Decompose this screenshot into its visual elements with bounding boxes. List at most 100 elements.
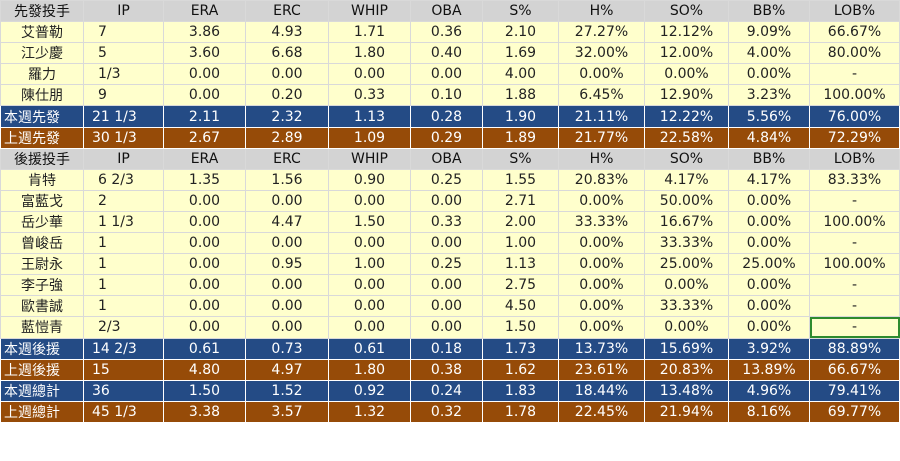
ip-cell[interactable]: 45 1/3: [83, 400, 164, 423]
whip-cell[interactable]: 1.00: [328, 253, 411, 276]
lob-pct-cell[interactable]: 76.00%: [809, 105, 900, 128]
oba-cell[interactable]: 0.00: [410, 274, 483, 297]
column-header-h-pct[interactable]: H%: [558, 0, 645, 23]
oba-cell[interactable]: 0.40: [410, 42, 483, 65]
oba-cell[interactable]: 0.28: [410, 105, 483, 128]
lob-pct-cell[interactable]: -: [809, 274, 900, 297]
s-pct-cell[interactable]: 1.50: [482, 316, 559, 339]
lob-pct-cell[interactable]: 79.41%: [809, 379, 900, 402]
whip-cell[interactable]: 0.90: [328, 168, 411, 191]
so-pct-cell[interactable]: 21.94%: [644, 400, 729, 423]
so-pct-cell[interactable]: 50.00%: [644, 189, 729, 212]
lob-pct-cell[interactable]: 66.67%: [809, 358, 900, 381]
so-pct-cell[interactable]: 0.00%: [644, 316, 729, 339]
pitcher-name-cell[interactable]: 歐書誠: [0, 295, 84, 318]
whip-cell[interactable]: 0.00: [328, 63, 411, 86]
ip-cell[interactable]: 21 1/3: [83, 105, 164, 128]
h-pct-cell[interactable]: 18.44%: [558, 379, 645, 402]
ip-cell[interactable]: 6 2/3: [83, 168, 164, 191]
oba-cell[interactable]: 0.38: [410, 358, 483, 381]
pitcher-name-cell[interactable]: 李子強: [0, 274, 84, 297]
era-cell[interactable]: 0.00: [163, 210, 246, 234]
h-pct-cell[interactable]: 20.83%: [558, 168, 645, 191]
erc-cell[interactable]: 0.73: [245, 337, 329, 360]
era-cell[interactable]: 0.00: [163, 316, 246, 339]
erc-cell[interactable]: 6.68: [245, 42, 329, 65]
column-header-lob-pct[interactable]: LOB%: [809, 147, 900, 170]
bb-pct-cell[interactable]: 0.00%: [728, 63, 810, 86]
bb-pct-cell[interactable]: 4.84%: [728, 126, 810, 149]
ip-cell[interactable]: 7: [83, 21, 164, 44]
oba-cell[interactable]: 0.36: [410, 21, 483, 44]
whip-cell[interactable]: 0.00: [328, 189, 411, 212]
lob-pct-cell[interactable]: 80.00%: [809, 42, 900, 65]
pitcher-name-cell[interactable]: 肯特: [0, 168, 84, 191]
bb-pct-cell[interactable]: 4.17%: [728, 168, 810, 191]
s-pct-cell[interactable]: 4.00: [482, 63, 559, 86]
lob-pct-cell[interactable]: -: [809, 316, 900, 339]
whip-cell[interactable]: 0.00: [328, 316, 411, 339]
column-header-erc[interactable]: ERC: [245, 0, 329, 23]
whip-cell[interactable]: 1.50: [328, 210, 411, 234]
erc-cell[interactable]: 0.95: [245, 253, 329, 276]
bb-pct-cell[interactable]: 0.00%: [728, 232, 810, 255]
h-pct-cell[interactable]: 13.73%: [558, 337, 645, 360]
h-pct-cell[interactable]: 32.00%: [558, 42, 645, 65]
era-cell[interactable]: 0.00: [163, 253, 246, 276]
ip-cell[interactable]: 9: [83, 84, 164, 107]
h-pct-cell[interactable]: 0.00%: [558, 316, 645, 339]
so-pct-cell[interactable]: 33.33%: [644, 295, 729, 318]
s-pct-cell[interactable]: 1.55: [482, 168, 559, 191]
column-header-lob-pct[interactable]: LOB%: [809, 0, 900, 23]
lob-pct-cell[interactable]: 83.33%: [809, 168, 900, 191]
so-pct-cell[interactable]: 15.69%: [644, 337, 729, 360]
summary-label-cell[interactable]: 本週總計: [0, 379, 84, 402]
lob-pct-cell[interactable]: -: [809, 295, 900, 318]
oba-cell[interactable]: 0.33: [410, 210, 483, 234]
ip-cell[interactable]: 2/3: [83, 316, 164, 339]
bb-pct-cell[interactable]: 3.92%: [728, 337, 810, 360]
summary-label-cell[interactable]: 上週先發: [0, 126, 84, 149]
era-cell[interactable]: 4.80: [163, 358, 246, 381]
section-title-cell[interactable]: 先發投手: [0, 0, 84, 23]
era-cell[interactable]: 0.00: [163, 84, 246, 107]
era-cell[interactable]: 1.35: [163, 168, 246, 191]
column-header-whip[interactable]: WHIP: [328, 147, 411, 170]
h-pct-cell[interactable]: 23.61%: [558, 358, 645, 381]
column-header-era[interactable]: ERA: [163, 0, 246, 23]
oba-cell[interactable]: 0.00: [410, 316, 483, 339]
erc-cell[interactable]: 0.00: [245, 189, 329, 212]
era-cell[interactable]: 3.60: [163, 42, 246, 65]
so-pct-cell[interactable]: 4.17%: [644, 168, 729, 191]
so-pct-cell[interactable]: 25.00%: [644, 253, 729, 276]
whip-cell[interactable]: 1.32: [328, 400, 411, 423]
column-header-bb-pct[interactable]: BB%: [728, 0, 810, 23]
erc-cell[interactable]: 0.00: [245, 295, 329, 318]
column-header-so-pct[interactable]: SO%: [644, 0, 729, 23]
whip-cell[interactable]: 1.71: [328, 21, 411, 44]
erc-cell[interactable]: 0.00: [245, 232, 329, 255]
whip-cell[interactable]: 0.33: [328, 84, 411, 107]
oba-cell[interactable]: 0.00: [410, 63, 483, 86]
bb-pct-cell[interactable]: 9.09%: [728, 21, 810, 44]
lob-pct-cell[interactable]: 100.00%: [809, 84, 900, 107]
h-pct-cell[interactable]: 0.00%: [558, 232, 645, 255]
erc-cell[interactable]: 1.56: [245, 168, 329, 191]
ip-cell[interactable]: 5: [83, 42, 164, 65]
whip-cell[interactable]: 0.00: [328, 274, 411, 297]
so-pct-cell[interactable]: 12.22%: [644, 105, 729, 128]
column-header-whip[interactable]: WHIP: [328, 0, 411, 23]
s-pct-cell[interactable]: 1.90: [482, 105, 559, 128]
so-pct-cell[interactable]: 20.83%: [644, 358, 729, 381]
ip-cell[interactable]: 1: [83, 232, 164, 255]
oba-cell[interactable]: 0.10: [410, 84, 483, 107]
s-pct-cell[interactable]: 2.71: [482, 189, 559, 212]
pitcher-name-cell[interactable]: 曾峻岳: [0, 232, 84, 255]
pitcher-name-cell[interactable]: 羅力: [0, 63, 84, 86]
column-header-so-pct[interactable]: SO%: [644, 147, 729, 170]
s-pct-cell[interactable]: 2.75: [482, 274, 559, 297]
h-pct-cell[interactable]: 6.45%: [558, 84, 645, 107]
bb-pct-cell[interactable]: 3.23%: [728, 84, 810, 107]
h-pct-cell[interactable]: 0.00%: [558, 189, 645, 212]
s-pct-cell[interactable]: 1.89: [482, 126, 559, 149]
